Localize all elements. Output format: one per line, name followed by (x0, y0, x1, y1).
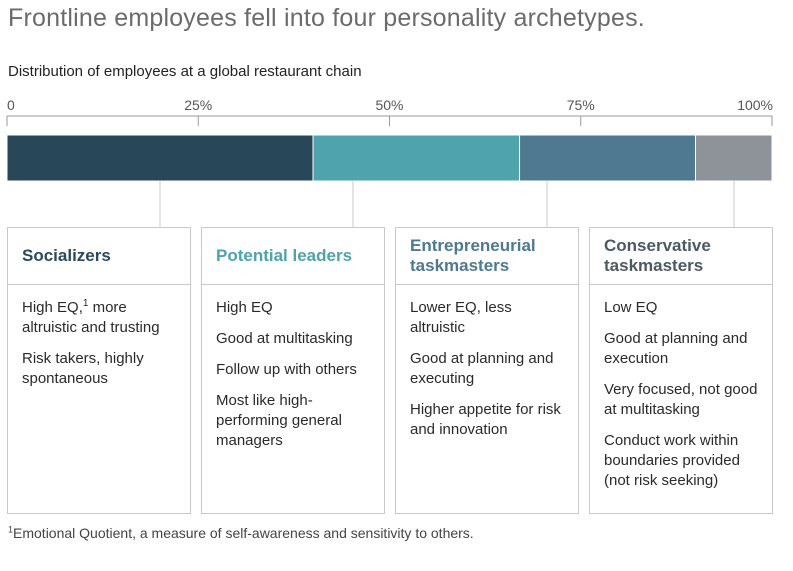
archetype-trait: Higher appetite for risk and innovation (410, 401, 561, 438)
x-tick-label-3: 75% (567, 97, 595, 113)
archetype-card-title: Potential leaders (202, 228, 384, 285)
archetype-trait: High EQ,1 more altruistic and trusting (22, 298, 160, 337)
archetype-card-body: Low EQ Good at planning and execution Very… (590, 285, 772, 491)
bar-segment-conservative-taskmasters (695, 134, 773, 182)
archetype-card: Socializers High EQ,1 more altruistic and… (7, 227, 191, 514)
archetype-trait: Low EQ (604, 299, 658, 316)
archetype-trait: Good at planning and executing (410, 350, 554, 387)
archetype-card: Entrepreneurial taskmasters Lower EQ, les… (395, 227, 579, 514)
bar-segment-socializers (6, 134, 314, 182)
bar-segment-entrepreneurial-taskmasters (519, 134, 696, 182)
footnote-text: Emotional Quotient, a measure of self-aw… (13, 525, 474, 541)
archetype-card-body: Lower EQ, less altruistic Good at plannin… (396, 285, 578, 440)
stacked-bar-chart: 0 25% 50% 75% 100% (6, 97, 773, 228)
archetype-trait: Lower EQ, less altruistic (410, 299, 512, 336)
archetype-trait: Most like high-performing general manage… (216, 392, 342, 449)
archetype-trait: Very focused, not good at multitasking (604, 381, 758, 418)
archetype-card: Potential leaders High EQ Good at multitas… (201, 227, 385, 514)
archetype-card-title: Conservative taskmasters (590, 228, 772, 285)
archetype-card-title: Entrepreneurial taskmasters (396, 228, 578, 285)
archetype-trait: Risk takers, highly spontaneous (22, 350, 144, 387)
x-tick-label-1: 25% (184, 97, 212, 113)
archetype-card-body: High EQ,1 more altruistic and trusting Ri… (8, 285, 190, 389)
archetype-trait: High EQ (216, 299, 273, 316)
archetype-card: Conservative taskmasters Low EQ Good at pl… (589, 227, 773, 514)
x-tick-label-0: 0 (7, 97, 15, 113)
archetype-card-body: High EQ Good at multitasking Follow up wit… (202, 285, 384, 451)
x-tick-label-2: 50% (375, 97, 403, 113)
archetype-trait: Follow up with others (216, 361, 357, 378)
footnote: 1Emotional Quotient, a measure of self-a… (8, 525, 474, 541)
bar-segment-potential-leaders (312, 134, 521, 182)
footnote-reference: 1 (82, 298, 89, 309)
chart-title: Frontline employees fell into four perso… (8, 4, 645, 32)
chart-subtitle: Distribution of employees at a global re… (8, 63, 362, 80)
archetype-trait: Good at planning and execution (604, 330, 748, 367)
archetype-trait: Conduct work within boundaries provided … (604, 432, 740, 489)
archetype-card-title: Socializers (8, 228, 190, 285)
footnote-marker: 1 (8, 524, 14, 535)
x-tick-label-4: 100% (737, 97, 773, 113)
archetype-trait: Good at multitasking (216, 330, 353, 347)
